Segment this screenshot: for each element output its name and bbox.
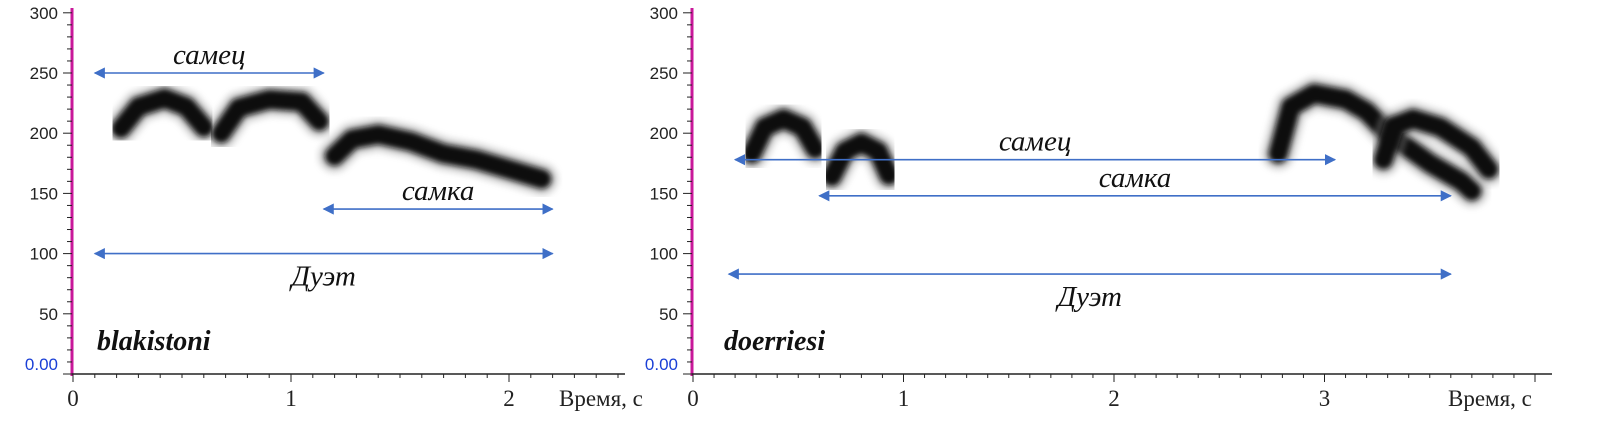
chart-panel-blakistoni: 0.00 50 100 150 200 250 300 0 1 2 Время, с blakisto… — [25, 4, 643, 411]
y-tick-label: 50 — [659, 305, 678, 324]
x-tick-label: 3 — [1319, 386, 1331, 411]
annotation-label: самец — [999, 126, 1072, 158]
species-title: doerriesi — [724, 326, 825, 357]
y-tick-label: 200 — [650, 124, 678, 143]
y-tick-label: 0.00 — [645, 355, 678, 374]
x-tick-label: 1 — [898, 386, 910, 411]
y-tick-label: 0.00 — [25, 355, 58, 374]
y-tick-label: 50 — [39, 305, 58, 324]
y-tick-label: 250 — [30, 64, 58, 83]
x-tick-label: 0 — [67, 386, 79, 411]
species-title: blakistoni — [97, 326, 211, 357]
annotation-label: Дуэт — [1055, 281, 1122, 313]
spectrogram-syllable — [1268, 83, 1482, 201]
spectrogram-syllable — [741, 108, 826, 164]
y-tick-label: 250 — [650, 64, 678, 83]
y-tick-label: 100 — [30, 245, 58, 264]
annotation-label: самец — [173, 39, 246, 71]
y-tick-label: 200 — [30, 124, 58, 143]
annotation-label: самка — [1099, 162, 1171, 194]
chart-panel-doerriesi: 0.00 50 100 150 200 250 300 0 1 2 3 Время, с doerrie… — [645, 4, 1552, 411]
annotation-label: самка — [402, 175, 474, 207]
spectrogram-syllable — [211, 89, 330, 144]
spectrogram-syllable — [111, 88, 214, 139]
y-tick-label: 300 — [650, 4, 678, 23]
x-tick-label: 1 — [285, 386, 297, 411]
x-tick-label: 2 — [503, 386, 515, 411]
y-tick-label: 100 — [650, 245, 678, 264]
x-axis-label: Время, с — [559, 386, 643, 411]
spectrogram-syllable — [324, 124, 552, 189]
y-tick-label: 300 — [30, 4, 58, 23]
x-axis-label: Время, с — [1448, 386, 1532, 411]
x-tick-label: 0 — [687, 386, 699, 411]
y-tick-label: 150 — [650, 184, 678, 203]
x-tick-label: 2 — [1108, 386, 1120, 411]
y-tick-label: 150 — [30, 184, 58, 203]
annotation-label: Дуэт — [289, 261, 356, 293]
spectrogram-syllable — [1373, 108, 1499, 180]
